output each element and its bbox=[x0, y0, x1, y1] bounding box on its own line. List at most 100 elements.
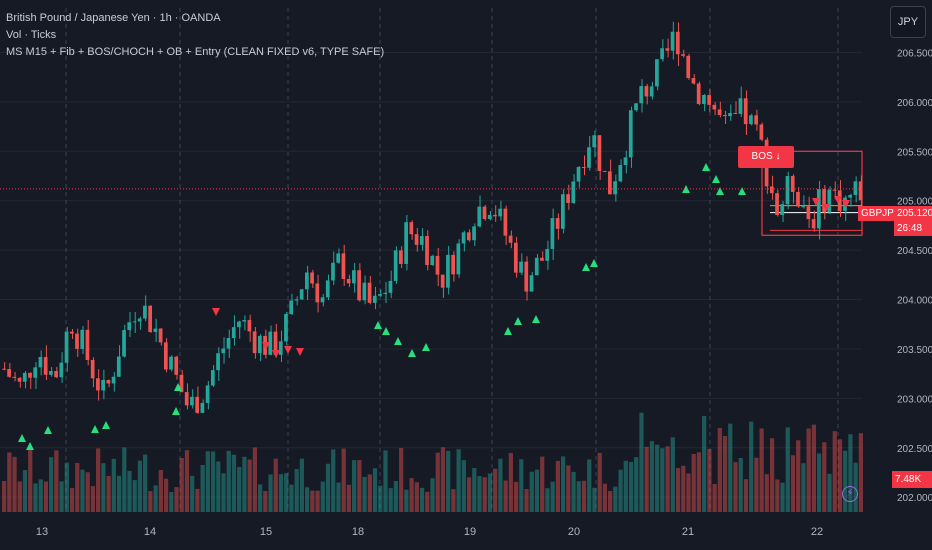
candle-body bbox=[681, 54, 685, 56]
volume-bar bbox=[670, 437, 675, 512]
candle-body bbox=[28, 372, 32, 378]
volume-bar bbox=[320, 481, 325, 512]
volume-bar bbox=[247, 459, 252, 512]
candle-body bbox=[796, 192, 800, 207]
bearish-entry-marker bbox=[284, 346, 292, 354]
candle-body bbox=[320, 297, 325, 303]
bullish-entry-marker bbox=[408, 349, 416, 357]
candle-body bbox=[163, 342, 168, 370]
volume-bar bbox=[754, 457, 759, 512]
countdown-tag: 26:48 bbox=[894, 221, 932, 236]
volume-bar bbox=[832, 431, 837, 512]
symbol-title[interactable]: British Pound / Japanese Yen · 1h · OAND… bbox=[6, 12, 221, 24]
volume-bar bbox=[738, 457, 743, 512]
volume-bar bbox=[237, 467, 242, 512]
volume-bar bbox=[414, 482, 419, 512]
candle-body bbox=[597, 135, 602, 171]
volume-bar bbox=[116, 475, 122, 512]
volume-tag: 7.48K bbox=[892, 471, 932, 488]
candle-body bbox=[477, 206, 482, 227]
volume-bar bbox=[425, 491, 430, 512]
volume-bar bbox=[571, 471, 576, 512]
candle-body bbox=[649, 86, 654, 97]
candle-body bbox=[383, 292, 388, 295]
volume-bar bbox=[712, 484, 717, 512]
volume-bar bbox=[195, 488, 200, 512]
time-axis: 13 14 15 18 19 20 21 22 bbox=[0, 512, 932, 550]
candle-body bbox=[466, 232, 471, 241]
candle-body bbox=[169, 356, 173, 370]
volume-bar bbox=[451, 489, 456, 512]
indicator-legend[interactable]: MS M15 + Fib + BOS/CHOCH + OB + Entry (C… bbox=[6, 46, 385, 58]
price-tick-label: 204.500 bbox=[897, 246, 932, 257]
volume-bar bbox=[289, 484, 294, 512]
volume-bar bbox=[587, 459, 592, 512]
volume-bar bbox=[503, 480, 508, 512]
candle-body bbox=[749, 115, 753, 125]
volume-bar bbox=[759, 428, 764, 512]
bullish-entry-marker bbox=[394, 337, 402, 345]
candle-body bbox=[378, 294, 382, 296]
candle-body bbox=[482, 206, 487, 220]
price-tick-label: 202.500 bbox=[897, 444, 932, 455]
candle-body bbox=[513, 242, 518, 273]
candle-body bbox=[399, 250, 403, 264]
volume-bar bbox=[284, 473, 289, 512]
candle-body bbox=[179, 374, 184, 393]
volume-bar bbox=[153, 485, 158, 512]
volume-bar bbox=[169, 491, 174, 512]
bullish-entry-marker bbox=[26, 442, 34, 450]
volume-bar bbox=[592, 487, 597, 512]
volume-bar bbox=[43, 481, 49, 512]
candle-body bbox=[837, 190, 842, 211]
volume-bar bbox=[628, 462, 634, 512]
volume-legend[interactable]: Vol · Ticks bbox=[6, 29, 57, 41]
volume-bar bbox=[508, 453, 513, 512]
bullish-entry-marker bbox=[382, 327, 390, 335]
volume-bar bbox=[383, 450, 388, 512]
volume-bar bbox=[466, 477, 472, 512]
candle-body bbox=[602, 170, 607, 172]
candle-body bbox=[707, 95, 711, 105]
volume-bar bbox=[294, 469, 299, 512]
time-axis-bg bbox=[0, 512, 932, 550]
candle-body bbox=[801, 206, 806, 208]
candle-body bbox=[472, 226, 476, 241]
candle-body bbox=[555, 218, 560, 229]
bos-label: BOS ↓ bbox=[738, 146, 794, 168]
candle-body bbox=[430, 255, 435, 265]
candle-body bbox=[111, 376, 116, 384]
candle-body bbox=[655, 59, 659, 87]
bullish-entry-marker bbox=[91, 425, 99, 433]
lightning-icon[interactable]: ⚡ bbox=[842, 486, 858, 502]
candle-body bbox=[571, 181, 576, 203]
currency-button[interactable]: JPY bbox=[890, 6, 926, 38]
price-tick-label: 204.000 bbox=[897, 296, 932, 307]
candle-body bbox=[503, 208, 508, 236]
volume-bar bbox=[315, 490, 320, 512]
volume-bar bbox=[534, 469, 540, 512]
candle-body bbox=[738, 98, 743, 114]
candle-body bbox=[832, 189, 837, 191]
volume-bar bbox=[12, 456, 17, 512]
volume-bar bbox=[210, 451, 216, 512]
bullish-entry-marker bbox=[702, 163, 710, 171]
bullish-entry-marker bbox=[712, 175, 720, 183]
candle-body bbox=[592, 135, 597, 148]
grid bbox=[0, 8, 862, 512]
volume-bar bbox=[184, 450, 190, 512]
volume-bar bbox=[80, 469, 85, 512]
bearish-entry-marker bbox=[842, 200, 850, 208]
volume-bar bbox=[524, 488, 529, 512]
volume-bar bbox=[69, 487, 75, 512]
time-tick-label: 22 bbox=[811, 526, 823, 538]
candle-body bbox=[493, 214, 497, 217]
chart-legend: British Pound / Japanese Yen · 1h · OAND… bbox=[6, 10, 384, 61]
volume-bar bbox=[487, 473, 493, 512]
candle-body bbox=[85, 329, 90, 360]
volume-bar bbox=[310, 490, 315, 512]
volume-bar bbox=[393, 481, 399, 512]
candle-body bbox=[581, 167, 586, 169]
